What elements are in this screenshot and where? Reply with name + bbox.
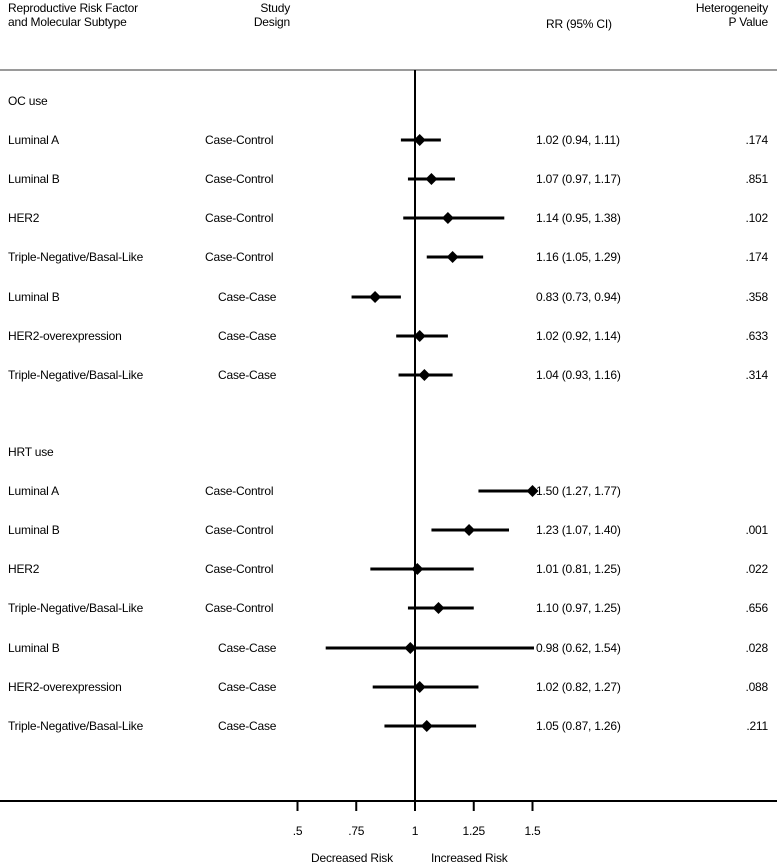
col-header-p-line1: Heterogeneity (695, 1, 768, 15)
estimates (325, 134, 539, 732)
col-header-rr: RR (95% CI) (546, 17, 612, 31)
study-design: Case-Control (205, 211, 274, 225)
heterogeneity-p: .102 (745, 211, 768, 225)
point-estimate-diamond (418, 369, 431, 381)
rr-ci-text: 1.10 (0.97, 1.25) (536, 601, 621, 615)
rr-ci-text: 0.83 (0.73, 0.94) (536, 290, 621, 304)
study-design: Case-Case (218, 368, 277, 382)
x-axis-tick-label: 1.25 (462, 824, 486, 838)
heterogeneity-p: .633 (745, 329, 768, 343)
point-estimate-diamond (413, 681, 426, 693)
col-header-p-line2: P Value (728, 15, 768, 29)
subtype-label: HER2-overexpression (8, 680, 122, 694)
rr-ci-text: 1.01 (0.81, 1.25) (536, 562, 621, 576)
increased-risk-label: Increased Risk (431, 851, 508, 865)
study-design: Case-Case (218, 329, 277, 343)
heterogeneity-p: .028 (745, 641, 768, 655)
heterogeneity-p: .022 (745, 562, 768, 576)
point-estimate-diamond (432, 602, 445, 614)
rr-ci-text: 1.02 (0.94, 1.11) (536, 133, 620, 147)
subtype-label: Luminal A (8, 484, 59, 498)
point-estimate-diamond (463, 524, 476, 536)
point-estimate-diamond (526, 485, 539, 497)
study-design: Case-Case (218, 719, 277, 733)
heterogeneity-p: .851 (745, 172, 768, 186)
study-design: Case-Control (205, 484, 274, 498)
heterogeneity-p: .088 (745, 680, 768, 694)
col-header-factor-line1: Reproductive Risk Factor (8, 1, 138, 15)
rr-ci-text: 1.16 (1.05, 1.29) (536, 250, 621, 264)
study-design: Case-Case (218, 290, 277, 304)
col-header-factor-line2: and Molecular Subtype (8, 15, 127, 29)
rr-ci-text: 1.05 (0.87, 1.26) (536, 719, 621, 733)
point-estimate-diamond (446, 251, 459, 263)
rr-ci-text: 1.04 (0.93, 1.16) (536, 368, 621, 382)
subtype-label: Luminal B (8, 290, 60, 304)
group-label: HRT use (8, 445, 54, 459)
subtype-label: Triple-Negative/Basal-Like (8, 250, 144, 264)
x-axis-tick-label: 1.5 (524, 824, 541, 838)
heterogeneity-p: .314 (745, 368, 768, 382)
heterogeneity-p: .174 (745, 250, 768, 264)
study-design: Case-Control (205, 133, 274, 147)
heterogeneity-p: .656 (745, 601, 768, 615)
study-design: Case-Control (205, 250, 274, 264)
x-axis-tick-label: .75 (348, 824, 365, 838)
study-design: Case-Case (218, 680, 277, 694)
rr-ci-text: 1.14 (0.95, 1.38) (536, 211, 621, 225)
study-design: Case-Control (205, 562, 274, 576)
study-design: Case-Control (205, 172, 274, 186)
point-estimate-diamond (404, 642, 417, 654)
subtype-label: Luminal B (8, 523, 60, 537)
point-estimate-diamond (413, 134, 426, 146)
col-header-design: Study Design (230, 1, 290, 29)
col-header-design-line1: Study (260, 1, 290, 15)
col-header-p: Heterogeneity P Value (660, 1, 768, 29)
subtype-label: Triple-Negative/Basal-Like (8, 719, 144, 733)
point-estimate-diamond (420, 720, 433, 732)
subtype-label: Luminal B (8, 172, 60, 186)
heterogeneity-p: .174 (745, 133, 768, 147)
rr-ci-text: 0.98 (0.62, 1.54) (536, 641, 621, 655)
rr-ci-text: 1.07 (0.97, 1.17) (536, 172, 621, 186)
subtype-label: HER2 (8, 211, 40, 225)
heterogeneity-p: .001 (745, 523, 768, 537)
rr-ci-text: 1.23 (1.07, 1.40) (536, 523, 621, 537)
subtype-label: Triple-Negative/Basal-Like (8, 601, 144, 615)
point-estimate-diamond (411, 563, 424, 575)
rr-ci-text: 1.02 (0.92, 1.14) (536, 329, 621, 343)
rr-ci-text: 1.02 (0.82, 1.27) (536, 680, 621, 694)
subtype-label: HER2-overexpression (8, 329, 122, 343)
study-design: Case-Control (205, 523, 274, 537)
col-header-factor: Reproductive Risk Factor and Molecular S… (8, 1, 138, 29)
point-estimate-diamond (413, 330, 426, 342)
subtype-label: Luminal A (8, 133, 59, 147)
point-estimate-diamond (369, 291, 382, 303)
heterogeneity-p: .211 (746, 719, 768, 733)
x-axis-tick-label: 1 (411, 824, 419, 838)
study-design: Case-Control (205, 601, 274, 615)
point-estimate-diamond (425, 173, 438, 185)
subtype-label: Triple-Negative/Basal-Like (8, 368, 144, 382)
x-axis-tick-label: .5 (292, 824, 303, 838)
heterogeneity-p: .358 (745, 290, 768, 304)
decreased-risk-label: Decreased Risk (311, 851, 393, 865)
subtype-label: Luminal B (8, 641, 60, 655)
subtype-label: HER2 (8, 562, 40, 576)
study-design: Case-Case (218, 641, 277, 655)
group-label: OC use (8, 94, 48, 108)
x-axis-ticks (296, 801, 534, 811)
point-estimate-diamond (441, 212, 454, 224)
col-header-design-line2: Design (253, 15, 290, 29)
rr-ci-text: 1.50 (1.27, 1.77) (536, 484, 621, 498)
